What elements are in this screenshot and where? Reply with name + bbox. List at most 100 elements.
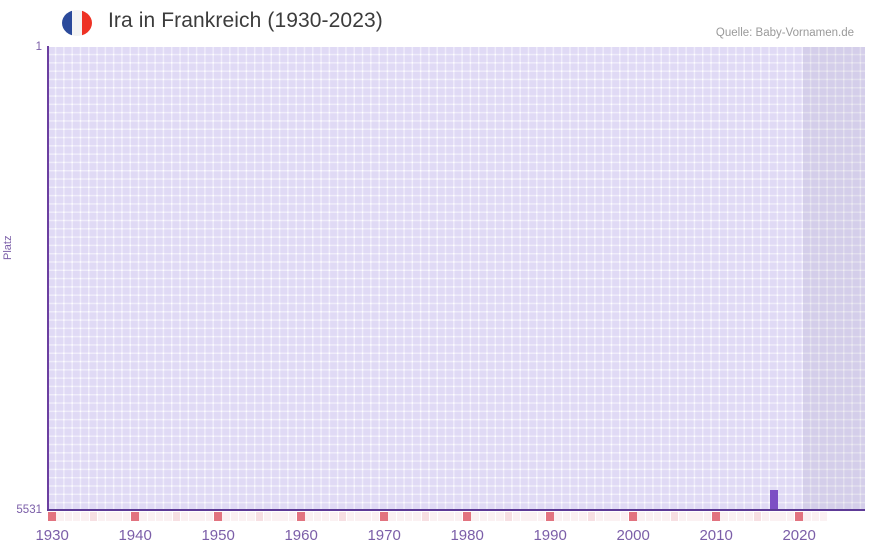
x-tick-major-2000 xyxy=(629,512,637,521)
x-axis-line xyxy=(47,509,865,511)
x-tick-label-2020: 2020 xyxy=(782,527,816,544)
x-tick-minor-1935 xyxy=(89,512,98,521)
x-tick-minor-1964 xyxy=(330,512,338,521)
x-tick-minor-1966 xyxy=(346,512,355,521)
x-tick-minor-1965 xyxy=(338,512,347,521)
x-tick-minor-2015 xyxy=(753,512,762,521)
x-tick-minor-1969 xyxy=(371,512,380,521)
y-axis-title: Platz xyxy=(2,235,14,260)
x-tick-minor-1986 xyxy=(512,512,521,521)
x-tick-minor-2009 xyxy=(703,512,712,521)
x-tick-minor-2017 xyxy=(770,512,778,521)
chart-header: Ira in Frankreich (1930-2023) Quelle: Ba… xyxy=(0,0,873,44)
x-tick-minor-1978 xyxy=(446,512,454,521)
x-tick-minor-1991 xyxy=(554,512,562,521)
x-tick-minor-1938 xyxy=(114,512,122,521)
x-tick-minor-1984 xyxy=(496,512,504,521)
x-tick-minor-2019 xyxy=(786,512,795,521)
x-tick-minor-1999 xyxy=(620,512,629,521)
x-tick-minor-1967 xyxy=(355,512,363,521)
x-tick-major-1940 xyxy=(131,512,139,521)
x-tick-minor-1933 xyxy=(72,512,81,521)
france-flag-icon xyxy=(62,10,92,36)
x-tick-minor-2007 xyxy=(687,512,695,521)
x-tick-minor-1943 xyxy=(155,512,164,521)
flag-stripe-white xyxy=(72,10,82,36)
x-tick-minor-1977 xyxy=(438,512,446,521)
x-tick-minor-1949 xyxy=(205,512,214,521)
x-tick-minor-1995 xyxy=(587,512,596,521)
plot-area xyxy=(48,47,865,510)
x-tick-minor-1951 xyxy=(222,512,230,521)
x-tick-minor-1985 xyxy=(504,512,513,521)
y-tick-label-top: 1 xyxy=(35,41,42,53)
x-tick-minor-1962 xyxy=(313,512,322,521)
x-tick-minor-2013 xyxy=(736,512,745,521)
x-tick-label-1970: 1970 xyxy=(367,527,401,544)
x-tick-minor-1937 xyxy=(106,512,114,521)
x-tick-minor-1997 xyxy=(604,512,612,521)
x-tick-minor-1963 xyxy=(321,512,330,521)
x-tick-minor-1956 xyxy=(263,512,272,521)
x-tick-minor-1942 xyxy=(147,512,156,521)
x-tick-minor-2016 xyxy=(761,512,770,521)
x-tick-minor-1948 xyxy=(197,512,205,521)
x-tick-minor-1931 xyxy=(56,512,64,521)
x-tick-minor-1972 xyxy=(396,512,405,521)
x-tick-minor-2006 xyxy=(678,512,687,521)
x-tick-minor-2002 xyxy=(645,512,654,521)
x-tick-major-1960 xyxy=(297,512,305,521)
x-tick-minor-1975 xyxy=(421,512,430,521)
source-attribution: Quelle: Baby-Vornamen.de xyxy=(715,27,854,39)
x-tick-minor-1968 xyxy=(363,512,371,521)
x-tick-minor-1947 xyxy=(189,512,197,521)
x-tick-minor-1998 xyxy=(612,512,620,521)
y-axis-labels: 1 5531 xyxy=(0,0,42,552)
x-tick-minor-1981 xyxy=(471,512,479,521)
x-tick-minor-1976 xyxy=(429,512,438,521)
x-tick-minor-1934 xyxy=(81,512,89,521)
x-axis-tick-strip xyxy=(48,512,865,521)
x-tick-major-1950 xyxy=(214,512,222,521)
x-tick-minor-2001 xyxy=(637,512,645,521)
x-tick-minor-1939 xyxy=(122,512,131,521)
x-tick-label-1990: 1990 xyxy=(533,527,567,544)
flag-stripe-red xyxy=(81,10,92,36)
x-tick-minor-1944 xyxy=(164,512,172,521)
x-tick-label-1950: 1950 xyxy=(201,527,235,544)
x-tick-minor-1983 xyxy=(487,512,496,521)
x-tick-minor-2005 xyxy=(670,512,679,521)
x-tick-minor-1974 xyxy=(413,512,421,521)
x-tick-label-1980: 1980 xyxy=(450,527,484,544)
x-tick-label-2010: 2010 xyxy=(699,527,733,544)
bar-2017[interactable] xyxy=(770,490,778,510)
x-tick-major-1980 xyxy=(463,512,471,521)
x-tick-minor-1946 xyxy=(180,512,189,521)
x-tick-minor-2018 xyxy=(778,512,786,521)
x-tick-minor-1973 xyxy=(404,512,413,521)
y-tick-label-bottom: 5531 xyxy=(16,504,42,516)
x-tick-minor-2008 xyxy=(695,512,703,521)
x-tick-minor-1979 xyxy=(454,512,463,521)
x-tick-minor-1989 xyxy=(537,512,546,521)
x-tick-minor-1945 xyxy=(172,512,181,521)
x-tick-major-2020 xyxy=(795,512,803,521)
x-tick-minor-1952 xyxy=(230,512,239,521)
x-tick-minor-2012 xyxy=(728,512,737,521)
x-tick-minor-1953 xyxy=(238,512,247,521)
x-tick-label-1940: 1940 xyxy=(118,527,152,544)
x-tick-minor-1996 xyxy=(595,512,604,521)
grid-background xyxy=(48,47,865,510)
shaded-forecast-region xyxy=(803,47,865,510)
x-tick-label-1930: 1930 xyxy=(35,527,69,544)
x-tick-minor-2003 xyxy=(653,512,662,521)
flag-stripe-blue xyxy=(62,10,72,36)
x-tick-minor-1936 xyxy=(97,512,106,521)
x-tick-minor-1957 xyxy=(272,512,280,521)
page-title: Ira in Frankreich (1930-2023) xyxy=(108,9,383,32)
x-tick-minor-1959 xyxy=(288,512,297,521)
x-tick-minor-1987 xyxy=(521,512,529,521)
x-tick-major-1970 xyxy=(380,512,388,521)
x-tick-label-2000: 2000 xyxy=(616,527,650,544)
